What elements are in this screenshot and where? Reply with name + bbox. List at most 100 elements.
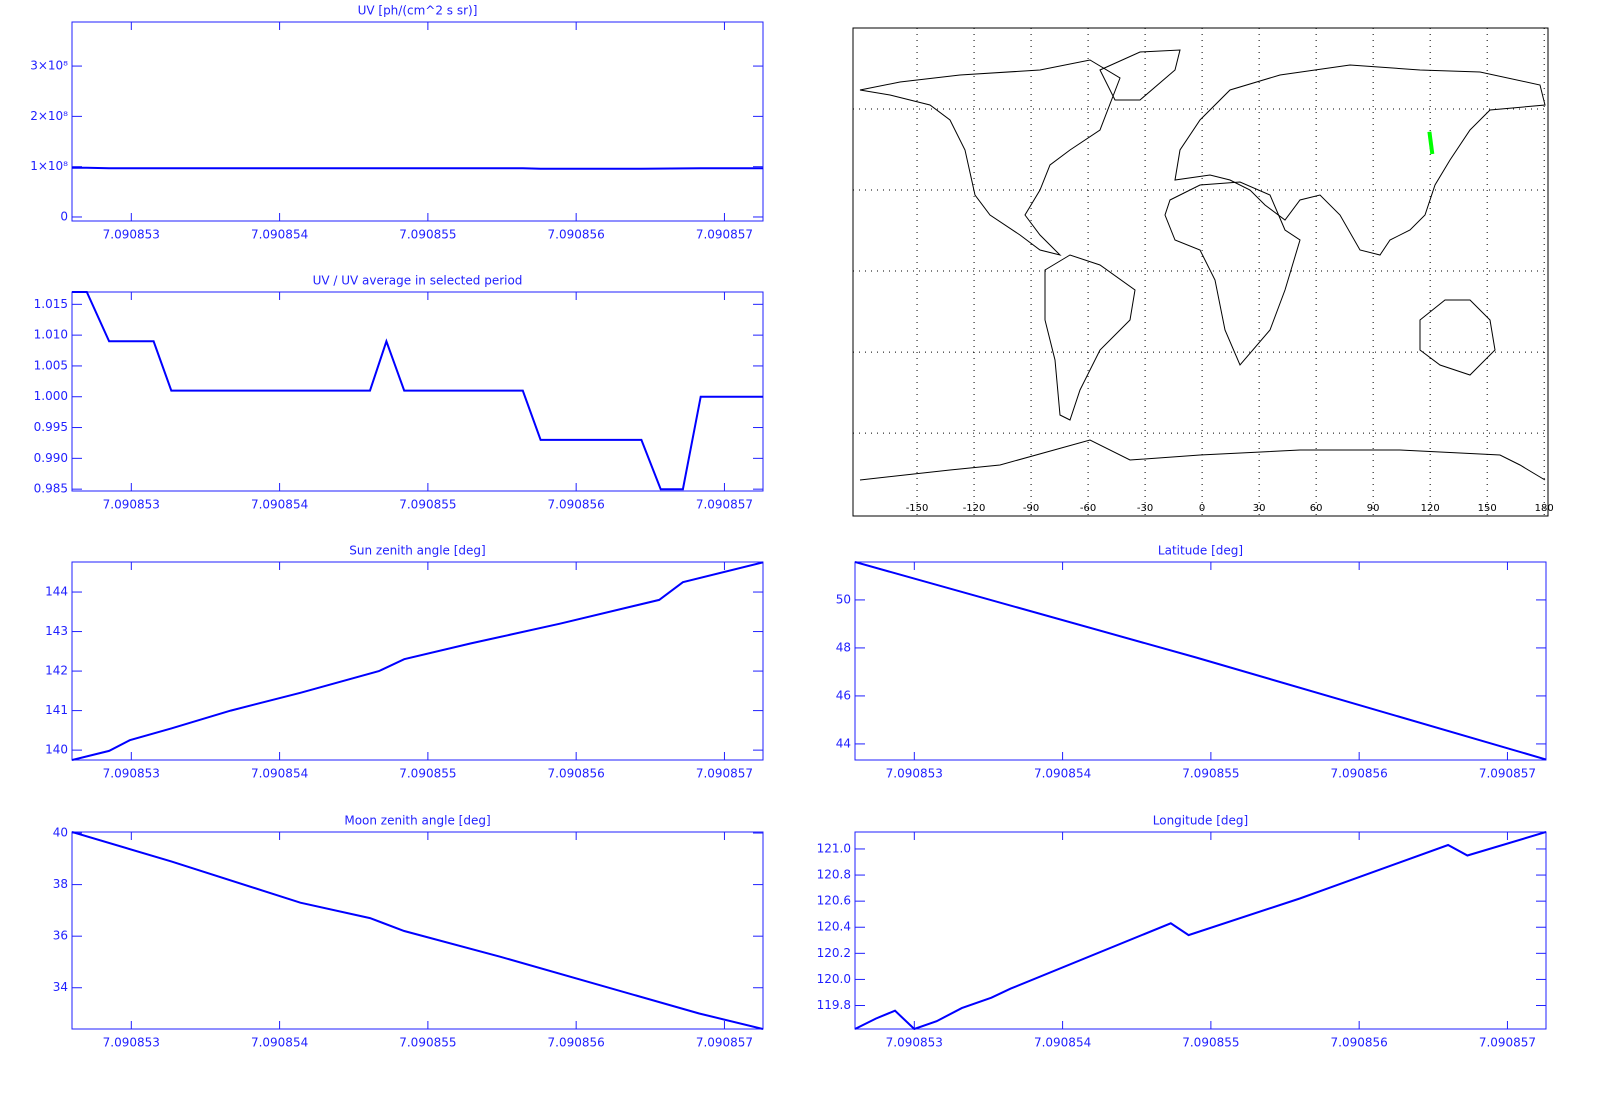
x-tick-label: 7.090853: [103, 228, 160, 242]
y-tick-label: 140: [45, 743, 68, 757]
x-tick-label: 7.090854: [251, 1036, 308, 1050]
plot-panel: UV [ph/(cm^2 s sr)] 7.090853 7.090854 7.090…: [30, 4, 764, 242]
y-tick-label: 119.8: [817, 998, 851, 1012]
x-tick-label: 7.090855: [1182, 767, 1239, 781]
x-tick-label: -60: [1080, 503, 1096, 514]
y-tick-label: 1.000: [34, 389, 68, 403]
x-tick-label: 7.090854: [251, 767, 308, 781]
y-tick-label: 38: [53, 877, 68, 891]
x-tick-label: 30: [1253, 503, 1266, 514]
map-panel: -150 -120 -90 -60 -30 0 30 60 90 120 150 180: [852, 27, 1554, 517]
data-line: [72, 166, 763, 170]
coast-australia: [1419, 299, 1496, 376]
y-tick-label: 40: [53, 826, 68, 840]
x-tick-label: 7.090855: [399, 498, 456, 512]
coast-antarctica: [859, 439, 1546, 481]
coast-greenland: [1099, 49, 1181, 101]
y-tick-label: 2×10⁸: [30, 109, 68, 123]
y-tick-label: 1×10⁸: [30, 159, 68, 173]
x-tick-label: -120: [963, 503, 986, 514]
x-tick-label: 7.090855: [399, 228, 456, 242]
y-tick-label: 120.2: [817, 946, 851, 960]
y-tick-label: 3×10⁸: [30, 59, 68, 73]
x-tick-label: 7.090854: [251, 498, 308, 512]
x-tick-label: -90: [1023, 503, 1039, 514]
y-tick-label: 0.990: [34, 451, 68, 465]
x-tick-label: 7.090854: [1034, 767, 1091, 781]
x-tick-label: 7.090854: [1034, 1036, 1091, 1050]
coastlines: [859, 49, 1546, 481]
data-line: [72, 561, 763, 761]
y-tick-label: 120.0: [817, 972, 851, 986]
x-tick-label: 7.090853: [886, 767, 943, 781]
plot-frame: [71, 291, 764, 492]
y-tick-label: 36: [53, 929, 68, 943]
x-tick-label: 180: [1535, 503, 1554, 514]
y-tick-label: 120.6: [817, 894, 851, 908]
x-tick-label: -150: [906, 503, 929, 514]
x-tick-label: 90: [1367, 503, 1380, 514]
coast-south-america: [1044, 254, 1136, 421]
x-tick-label: 7.090857: [696, 228, 753, 242]
plot-frame: [71, 21, 764, 222]
y-tick-label: 0.985: [34, 482, 68, 496]
x-tick-label: 150: [1478, 503, 1497, 514]
y-tick-label: 121.0: [817, 841, 851, 855]
plot-panel: Latitude [deg] 7.090853 7.090854 7.090855 7.…: [836, 544, 1547, 781]
plot-frame: [71, 831, 764, 1030]
x-tick-label: 0: [1199, 503, 1205, 514]
plot-title: Moon zenith angle [deg]: [344, 814, 490, 828]
x-tick-label: 7.090856: [1331, 1036, 1388, 1050]
x-tick-label: 7.090853: [103, 498, 160, 512]
y-tick-label: 143: [45, 624, 68, 638]
y-tick-label: 1.005: [34, 358, 68, 372]
x-tick-label: 60: [1310, 503, 1323, 514]
y-tick-label: 142: [45, 664, 68, 678]
y-tick-label: 50: [836, 592, 851, 606]
x-tick-label: 7.090853: [103, 767, 160, 781]
plot-panel: Moon zenith angle [deg] 7.090853 7.090854 7…: [53, 814, 764, 1050]
y-tick-label: 46: [836, 688, 851, 702]
y-tick-label: 141: [45, 703, 68, 717]
x-tick-label: 7.090857: [1479, 1036, 1536, 1050]
x-tick-label: 7.090857: [696, 498, 753, 512]
y-tick-label: 0: [60, 209, 68, 223]
x-tick-label: 7.090857: [1479, 767, 1536, 781]
y-tick-label: 120.8: [817, 868, 851, 882]
y-tick-label: 1.010: [34, 328, 68, 342]
data-line: [72, 291, 763, 491]
data-line: [855, 561, 1546, 761]
plot-title: Longitude [deg]: [1153, 814, 1248, 828]
x-tick-label: -30: [1137, 503, 1153, 514]
plot-frame: [71, 561, 764, 761]
y-tick-label: 48: [836, 640, 851, 654]
plot-panel: UV / UV average in selected period 7.0908…: [34, 274, 764, 512]
y-tick-label: 120.4: [817, 920, 851, 934]
data-line: [855, 831, 1546, 1030]
y-tick-label: 0.995: [34, 420, 68, 434]
plot-panel: Longitude [deg] 7.090853 7.090854 7.090855 7…: [817, 814, 1547, 1050]
coast-north-america: [859, 59, 1121, 256]
x-tick-label: 7.090856: [548, 1036, 605, 1050]
plot-panel: Sun zenith angle [deg] 7.090853 7.090854 7.…: [45, 544, 764, 781]
x-tick-label: 120: [1421, 503, 1440, 514]
plot-frame: [854, 831, 1547, 1030]
y-tick-label: 34: [53, 980, 68, 994]
coast-eurasia: [1174, 64, 1546, 256]
x-tick-label: 7.090855: [1182, 1036, 1239, 1050]
x-tick-label: 7.090854: [251, 228, 308, 242]
plot-frame: [852, 27, 1549, 517]
orbit-track: [1427, 131, 1435, 155]
x-tick-label: 7.090855: [399, 1036, 456, 1050]
x-tick-label: 7.090856: [548, 228, 605, 242]
y-tick-label: 44: [836, 736, 851, 750]
x-tick-label: 7.090856: [1331, 767, 1388, 781]
plot-title: UV [ph/(cm^2 s sr)]: [358, 4, 478, 18]
x-tick-label: 7.090857: [696, 767, 753, 781]
x-tick-label: 7.090856: [548, 498, 605, 512]
x-tick-label: 7.090853: [886, 1036, 943, 1050]
coast-africa: [1164, 181, 1301, 366]
plot-title: Sun zenith angle [deg]: [349, 544, 485, 558]
x-tick-label: 7.090853: [103, 1036, 160, 1050]
